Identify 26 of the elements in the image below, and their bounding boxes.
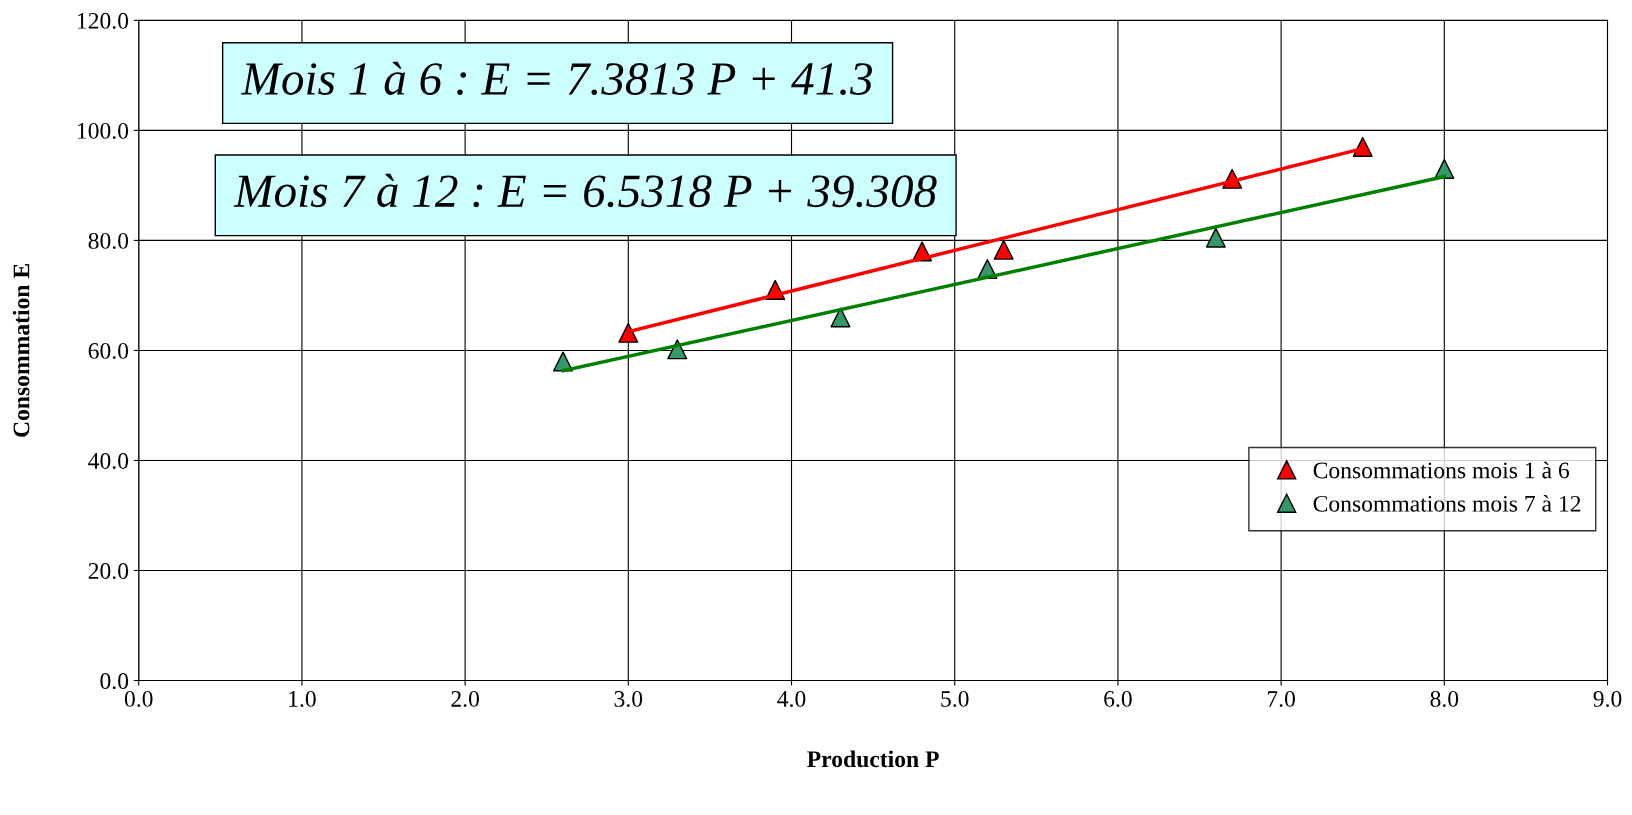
point	[1205, 227, 1226, 248]
y-tick-label: 20.0	[88, 562, 129, 580]
x-tick-label: 1.0	[289, 690, 316, 707]
x-tick-label: 0.0	[124, 690, 153, 707]
y-tick-label: 0.0	[100, 673, 129, 690]
x-tick-label: 7.0	[1267, 690, 1295, 707]
legend-label: Consommations mois 7 à 12	[1313, 495, 1581, 512]
y-axis-title: Consommation E	[12, 264, 30, 437]
x-axis-title: Production P	[807, 750, 939, 768]
annotation: Mois 1 à 6 : E = 7.3813 P + 41.3	[240, 61, 873, 96]
legend-label: Consommations mois 1 à 6	[1313, 461, 1570, 479]
y-tick-label: 120.0	[77, 12, 129, 29]
point	[618, 322, 639, 343]
x-tick-label: 8.0	[1430, 690, 1459, 707]
x-tick-label: 6.0	[1104, 690, 1132, 707]
x-tick-label: 2.0	[451, 690, 479, 707]
x-tick-label: 3.0	[614, 690, 643, 707]
y-tick-label: 60.0	[88, 342, 129, 359]
x-tick-label: 4.0	[777, 690, 806, 707]
y-tick-label: 100.0	[77, 122, 129, 139]
annotation: Mois 7 à 12 : E = 6.5318 P + 39.308	[233, 173, 937, 208]
point	[993, 239, 1014, 260]
x-tick-label: 5.0	[941, 690, 969, 707]
y-tick-label: 40.0	[88, 452, 129, 469]
y-tick-label: 80.0	[88, 232, 129, 249]
x-tick-label: 9.0	[1593, 690, 1622, 707]
